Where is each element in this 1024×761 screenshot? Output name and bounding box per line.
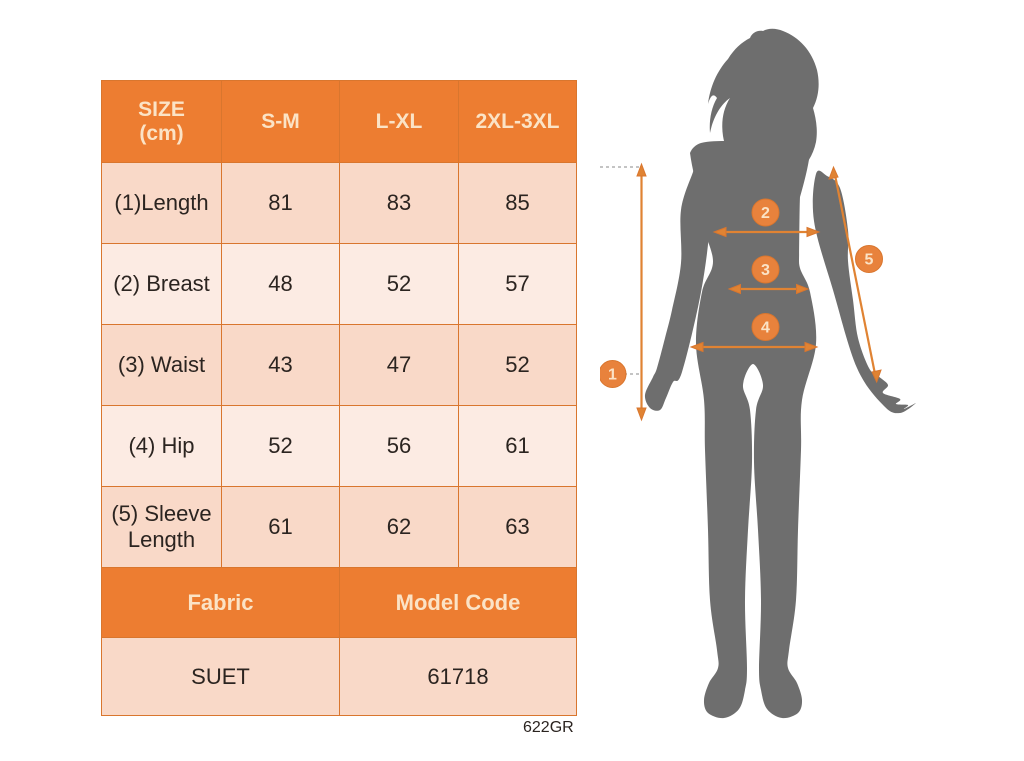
svg-text:1: 1 <box>608 367 617 384</box>
svg-text:2: 2 <box>761 205 770 222</box>
svg-text:5: 5 <box>865 252 874 269</box>
svg-text:3: 3 <box>761 262 770 279</box>
svg-text:4: 4 <box>761 320 770 337</box>
